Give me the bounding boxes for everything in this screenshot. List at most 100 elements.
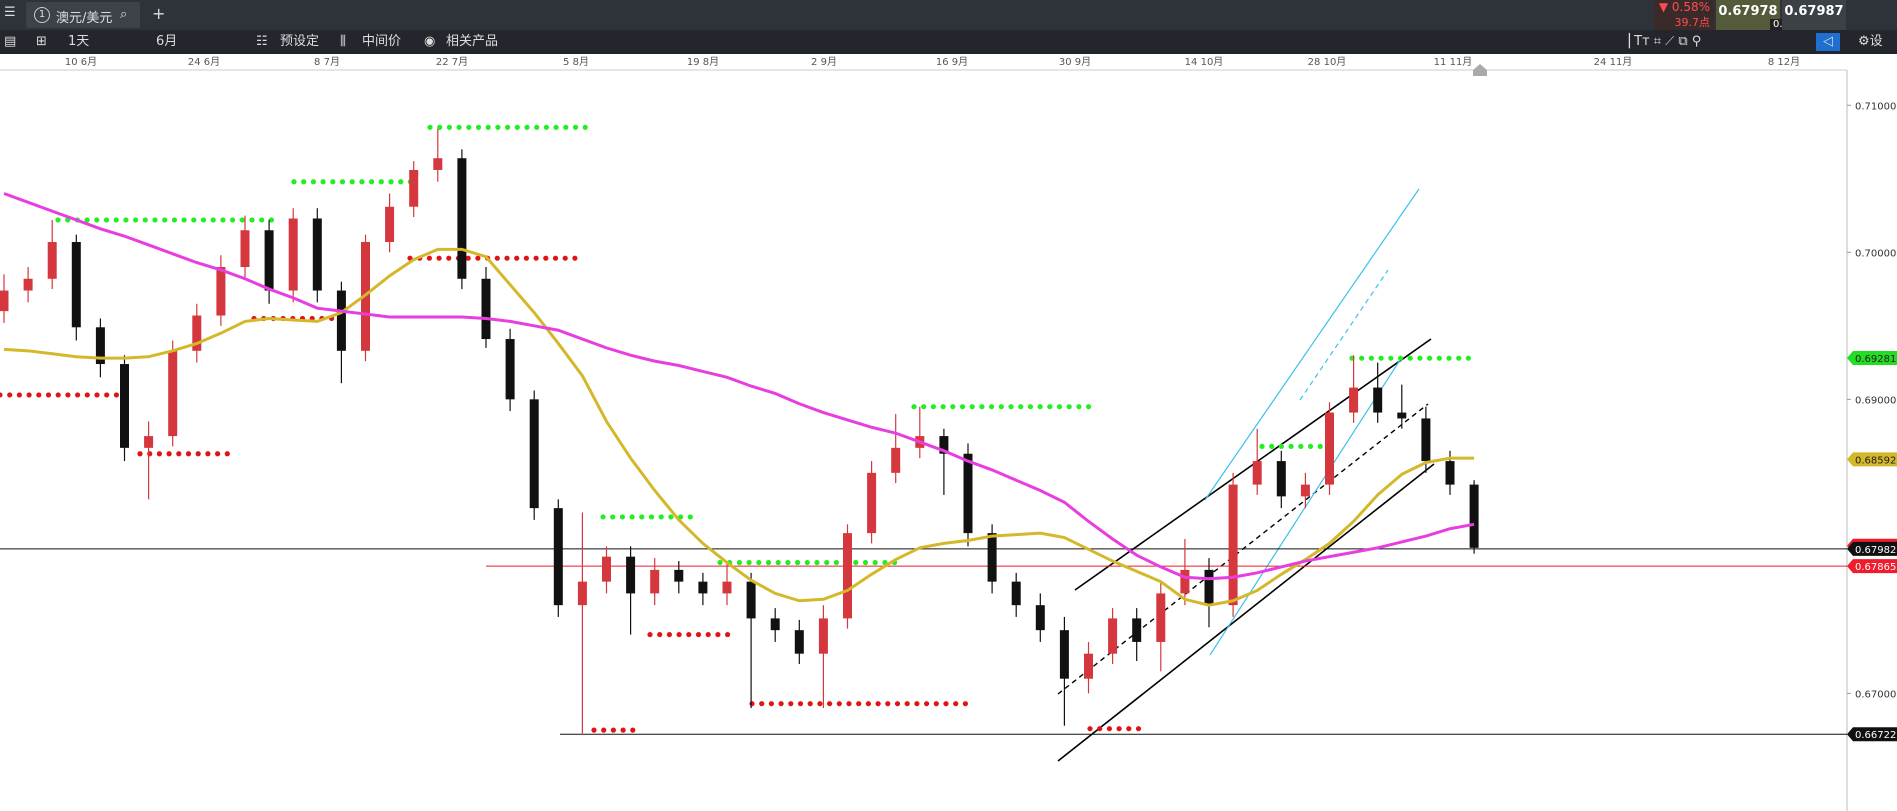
moving-average <box>3 192 1475 581</box>
related-button[interactable]: 相关产品 <box>446 34 499 49</box>
candle-body <box>891 447 901 473</box>
layout-icon[interactable]: ⊞ <box>36 34 47 49</box>
level-dot <box>224 451 230 457</box>
level-dot <box>456 124 462 130</box>
level-dot <box>533 255 539 261</box>
price-tag-label: 0.667222 <box>1855 730 1897 741</box>
level-dot <box>610 727 617 733</box>
chart: 10 6月 24 6月 8 7月 22 7月 5 8月 19 8月 2 9月 16 9月 30 … <box>0 54 1897 811</box>
level-dot <box>378 179 384 185</box>
ask-price[interactable]: 0.67987 <box>1782 0 1846 30</box>
candle-body <box>1349 387 1359 413</box>
channel-line-dashed <box>1299 269 1389 401</box>
range-select[interactable]: 6月 <box>156 34 178 49</box>
level-dot <box>239 217 245 223</box>
level-dot <box>1465 355 1471 361</box>
add-tab[interactable]: + <box>152 4 166 23</box>
level-dot <box>1317 443 1323 449</box>
level-dot <box>962 701 969 707</box>
level-dot <box>885 701 891 707</box>
candle-body <box>1059 630 1069 679</box>
level-dot <box>1307 443 1314 449</box>
level-dot <box>505 124 511 130</box>
level-dot <box>705 631 711 638</box>
level-dot <box>904 701 910 707</box>
list-icon[interactable]: ▤ <box>4 34 17 49</box>
interval-select[interactable]: 1天 <box>68 34 90 49</box>
level-dot <box>16 392 22 398</box>
tool-icons[interactable]: ▕ Tт ⌗ ⟋ ⧉ ⚲ <box>1620 34 1702 49</box>
candle-body <box>1180 569 1190 594</box>
level-dot <box>658 514 664 520</box>
level-dot <box>446 255 452 261</box>
toolbar: ▤ ⊞ 1天 6月 ☷ 预设定 ⫼ 中间价 ◉ 相关产品 ▕ Tт ⌗ ⟋ ⧉ … <box>0 30 1897 54</box>
level-dot <box>817 701 823 707</box>
level-dot <box>524 124 530 130</box>
level-dot <box>572 124 579 130</box>
level-dot <box>398 179 404 185</box>
level-dot <box>563 124 569 130</box>
level-dot <box>775 559 781 566</box>
level-dot <box>795 559 801 566</box>
price-tag <box>1847 351 1897 366</box>
level-dot <box>717 559 723 566</box>
price-tag-label: 0.69281 <box>1855 354 1896 365</box>
level-dot <box>1456 355 1462 361</box>
levels <box>0 124 1471 733</box>
level-dot <box>156 451 162 457</box>
level-dot <box>894 701 901 707</box>
level-dot <box>534 124 540 130</box>
level-dot <box>103 217 110 223</box>
candle-body <box>674 569 684 582</box>
preset-button[interactable]: 预设定 <box>280 34 320 49</box>
level-dot <box>1259 443 1265 449</box>
level-dot <box>1008 404 1014 410</box>
level-dot <box>65 392 71 398</box>
settings-button[interactable]: ⚙设 <box>1858 34 1883 49</box>
x-tick-label: 5 8月 <box>563 56 589 68</box>
candle-body <box>1252 461 1262 485</box>
level-dot <box>200 217 207 223</box>
level-dot <box>494 255 500 261</box>
level-dot <box>205 451 211 457</box>
active-tool[interactable]: ◁ <box>1816 33 1840 51</box>
tab-number: 1 <box>34 7 50 23</box>
mid-price-button[interactable]: 中间价 <box>362 34 402 49</box>
moving-average <box>3 247 1475 607</box>
related-icon[interactable]: ◉ <box>424 34 436 49</box>
preset-icon[interactable]: ☷ <box>256 34 268 49</box>
level-dot <box>320 179 326 185</box>
search-icon[interactable]: ⌕ <box>120 7 128 22</box>
level-dot <box>1086 404 1092 410</box>
level-dot <box>914 701 920 707</box>
candle-body <box>47 242 57 279</box>
level-dot <box>1066 404 1072 410</box>
level-dot <box>162 217 168 223</box>
level-dot <box>330 179 336 185</box>
level-dot <box>94 392 100 398</box>
instrument-tab[interactable]: 1 澳元/美元 ⌕ <box>26 2 140 28</box>
candle-body <box>288 218 298 291</box>
level-dot <box>55 392 61 398</box>
candle-body <box>481 278 491 340</box>
menu-icon[interactable]: ☰ <box>4 5 16 20</box>
level-dot <box>736 559 743 566</box>
mid-icon[interactable]: ⫼ <box>340 34 346 49</box>
level-dot <box>746 559 752 566</box>
level-dot <box>94 217 100 223</box>
level-dot <box>1378 355 1384 361</box>
level-dot <box>514 255 520 261</box>
level-dot <box>113 392 119 398</box>
level-dot <box>369 179 375 185</box>
level-dot <box>921 404 927 410</box>
level-dot <box>1047 404 1053 410</box>
level-dot <box>1106 726 1112 732</box>
level-dot <box>7 392 13 398</box>
price-tag-label: 0.68592 <box>1855 455 1896 466</box>
level-dot <box>1436 355 1442 361</box>
date-axis-bg <box>0 54 1897 70</box>
bid-price[interactable]: 0.67978 <box>1716 0 1780 30</box>
level-dot <box>1126 726 1132 732</box>
level-dot <box>210 217 216 223</box>
